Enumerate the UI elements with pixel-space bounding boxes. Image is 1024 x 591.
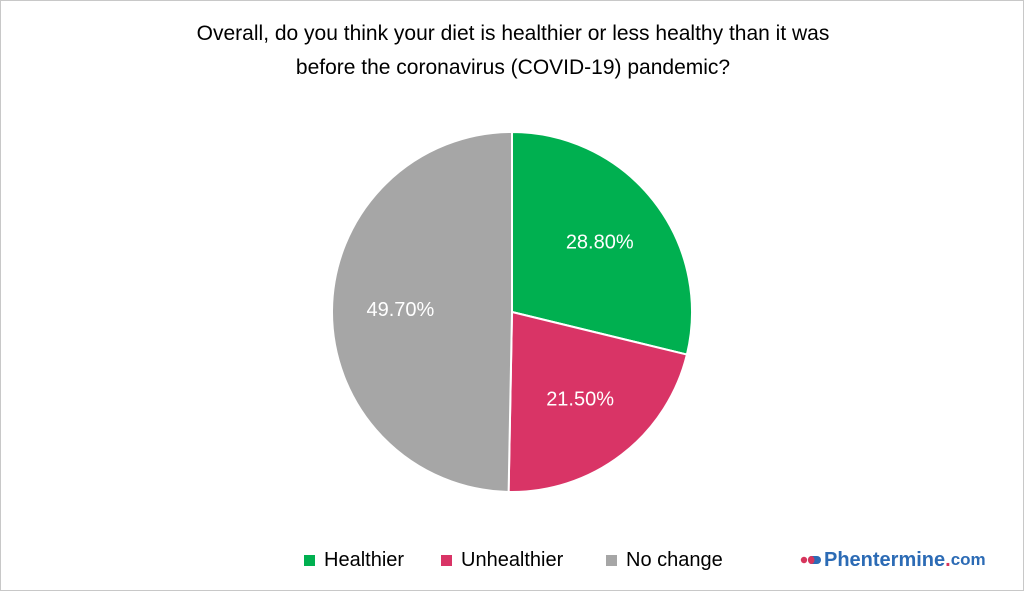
legend-label-unhealthier: Unhealthier bbox=[461, 548, 564, 571]
pie-slice-no-change bbox=[331, 130, 513, 493]
legend-swatch-no-change bbox=[606, 554, 617, 566]
chart-title-line-1: Overall, do you think your diet is healt… bbox=[196, 22, 830, 45]
brand-logo: Phentermine . com bbox=[800, 547, 986, 573]
legend-label-no-change: No change bbox=[626, 548, 723, 571]
data-label-unhealthier: 21.50% bbox=[546, 389, 614, 411]
pie-slice-healthier bbox=[511, 130, 693, 356]
brand-tld: com bbox=[950, 550, 986, 569]
brand-name: Phentermine bbox=[824, 548, 946, 571]
chart-title: Overall, do you think your diet is healt… bbox=[61, 17, 965, 85]
brand-dot: . bbox=[945, 548, 951, 571]
data-label-no-change: 49.70% bbox=[366, 299, 434, 321]
chart-legend: Healthier Unhealthier No change bbox=[0, 547, 1024, 573]
chart-title-line-2: before the coronavirus (COVID-19) pandem… bbox=[295, 56, 731, 79]
legend-item-healthier: Healthier bbox=[304, 547, 404, 573]
data-label-healthier: 28.80% bbox=[566, 231, 634, 253]
legend-swatch-healthier bbox=[304, 554, 315, 566]
capsule-icon bbox=[800, 556, 821, 564]
legend-label-healthier: Healthier bbox=[324, 548, 405, 571]
legend-swatch-unhealthier bbox=[441, 554, 452, 566]
legend-item-unhealthier: Unhealthier bbox=[441, 547, 563, 573]
pie-slice-unhealthier bbox=[507, 310, 689, 493]
legend-item-no-change: No change bbox=[606, 547, 723, 573]
